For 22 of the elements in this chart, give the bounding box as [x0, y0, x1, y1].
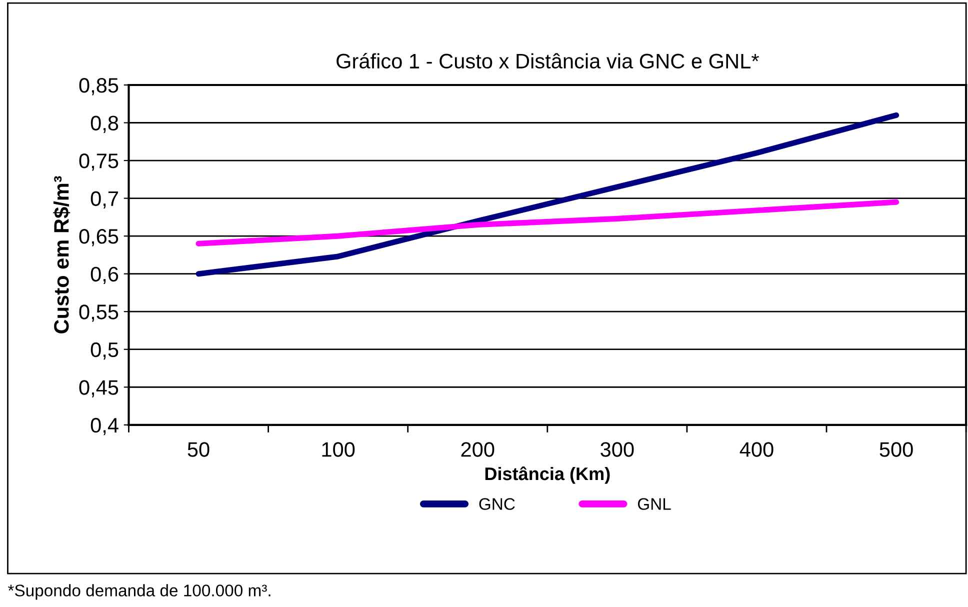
y-tick-label: 0,65	[79, 229, 118, 246]
y-tick-label: 0,5	[90, 342, 118, 360]
x-tick-label: 400	[740, 442, 774, 457]
y-tick-label: 0,6	[90, 266, 118, 284]
text: *Supondo demanda de 100.000 m³.	[8, 584, 270, 600]
x-axis-title: Distância (Km)	[485, 466, 610, 484]
y-tick-label: 0,55	[79, 304, 118, 322]
y-tick-label: 0,8	[90, 116, 118, 133]
x-tick-label: 300	[600, 442, 634, 457]
chart-title: Gráfico 1 - Custo x Distância via GNC e GNL*	[336, 52, 759, 69]
y-tick-label: 0,45	[79, 380, 118, 398]
legend-label: GNL	[638, 498, 671, 510]
x-tick-label: 100	[322, 442, 355, 457]
y-axis-title: Custo em R$/m³	[53, 176, 70, 334]
y-tick-label: 0,85	[79, 78, 118, 96]
x-tick-label: 200	[461, 442, 494, 457]
legend-label: GNC	[479, 498, 515, 510]
y-tick-label: 0,75	[79, 154, 118, 171]
x-tick-label: 500	[880, 442, 913, 457]
x-tick-label: 50	[188, 442, 210, 457]
y-tick-label: 0,7	[90, 191, 118, 208]
y-tick-label: 0,4	[90, 418, 118, 436]
